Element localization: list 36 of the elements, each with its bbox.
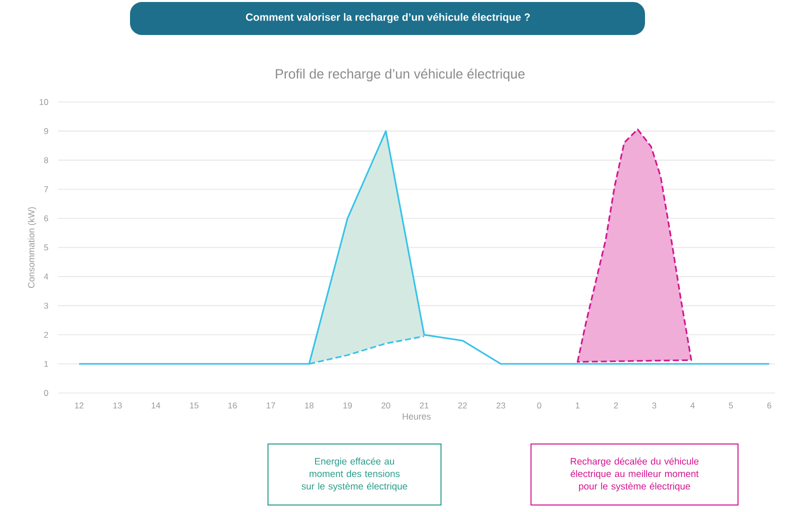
x-tick-label: 19 [343,402,352,408]
y-tick-label: 1 [44,360,48,367]
y-tick-label: 9 [44,128,48,134]
x-tick-label: 2 [614,402,618,408]
y-axis-title: Consommation (kW) [28,207,36,288]
y-tick-label: 7 [44,186,48,192]
x-axis-title: Heures [402,413,431,420]
x-tick-label: 21 [420,402,428,408]
y-tick-label: 6 [44,215,48,222]
y-tick-label: 10 [40,98,48,105]
x-tick-label: 23 [496,402,506,408]
x-tick-label: 15 [190,402,198,408]
x-tick-label: 22 [458,402,467,408]
x-tick-label: 14 [152,402,160,408]
x-tick-label: 3 [652,402,656,408]
text: Energie effacée au moment des tensions sur le système électrique [302,458,408,492]
x-tick-label: 16 [228,402,237,408]
x-tick-label: 1 [576,402,580,408]
x-tick-label: 20 [382,402,390,408]
x-tick-label: 17 [266,402,276,408]
chart-title: Comment valoriser la recharge d’un véhicule électrique ? [246,13,530,23]
x-tick-label: 4 [690,402,695,408]
y-tick-label: 5 [44,244,48,250]
text: Recharge décalée du véhicule électrique au meilleur moment pour le système électrique [570,458,699,492]
y-tick-label: 2 [44,332,48,338]
chart-subtitle: Profil de recharge d’un véhicule électrique [276,68,525,82]
y-tick-label: 0 [44,390,48,396]
x-tick-label: 18 [305,402,314,408]
x-tick-label: 0 [537,402,542,408]
y-tick-label: 4 [44,274,48,280]
x-tick-label: 6 [767,402,772,408]
x-tick-label: 13 [113,402,122,408]
x-tick-label: 5 [728,402,733,408]
y-tick-label: 8 [44,157,48,164]
y-tick-label: 3 [44,302,48,309]
x-tick-label: 12 [75,402,84,408]
